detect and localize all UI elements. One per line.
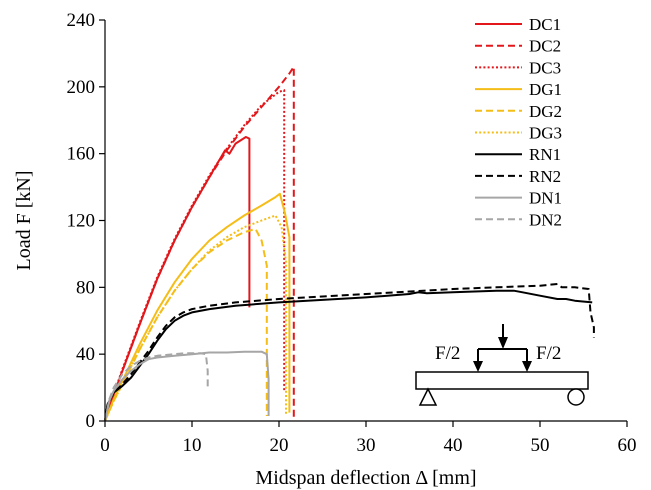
x-tick-label: 0 <box>100 435 110 456</box>
x-tick-label: 60 <box>618 435 637 456</box>
roller-support-circle <box>567 388 585 406</box>
legend-label-dg2: DG2 <box>529 102 562 121</box>
x-tick-label: 20 <box>270 435 289 456</box>
y-tick-label: 240 <box>67 10 96 31</box>
legend-label-dn1: DN1 <box>529 189 562 208</box>
y-tick-label: 120 <box>67 211 96 232</box>
plot-area <box>104 65 595 422</box>
x-tick-label: 40 <box>444 435 463 456</box>
series-line-rn1 <box>104 289 593 422</box>
x-tick-label: 10 <box>183 435 202 456</box>
series-line-dc2 <box>104 65 295 422</box>
y-tick-label: 160 <box>67 144 96 165</box>
right-load-arrow-head <box>522 361 532 372</box>
beam-rect <box>415 371 589 390</box>
legend-label-dg3: DG3 <box>529 124 562 143</box>
beam-schematic: F/2 F/2 <box>415 324 589 406</box>
x-tick-label: 50 <box>531 435 550 456</box>
legend-label-rn2: RN2 <box>529 167 561 186</box>
left-load-label: F/2 <box>435 343 460 364</box>
legend-label-rn1: RN1 <box>529 145 561 164</box>
series-line-dn2 <box>104 352 209 422</box>
pin-support-triangle <box>418 387 438 406</box>
left-load-arrow-head <box>473 361 483 372</box>
x-tick-label: 30 <box>357 435 376 456</box>
series-line-rn2 <box>104 283 595 422</box>
series-line-dn1 <box>104 350 270 422</box>
y-tick-label: 200 <box>67 77 96 98</box>
legend-label-dg1: DG1 <box>529 80 562 99</box>
legend-label-dc1: DC1 <box>529 15 561 34</box>
legend-label-dc3: DC3 <box>529 58 561 77</box>
y-tick-label: 80 <box>76 277 95 298</box>
y-tick-label: 40 <box>76 344 95 365</box>
legend: DC1 DC2 DC3 DG1 DG2 DG3 RN1 RN2 DN1 DN2 <box>475 15 562 229</box>
series-line-dg3 <box>104 214 287 422</box>
main-load-arrow-head <box>498 337 508 349</box>
series-line-dg2 <box>104 227 268 422</box>
series-line-dg1 <box>104 192 291 422</box>
legend-label-dc2: DC2 <box>529 37 561 56</box>
y-tick-label: 0 <box>86 411 96 432</box>
y-axis-title: Load F [kN] <box>13 171 35 271</box>
right-load-label: F/2 <box>536 343 561 364</box>
axes: 0 10 20 30 40 50 60 0 40 80 120 160 200 240 Midspan de… <box>13 10 637 489</box>
x-axis-title: Midspan deflection Δ [mm] <box>255 467 476 489</box>
legend-label-dn2: DN2 <box>529 210 562 229</box>
